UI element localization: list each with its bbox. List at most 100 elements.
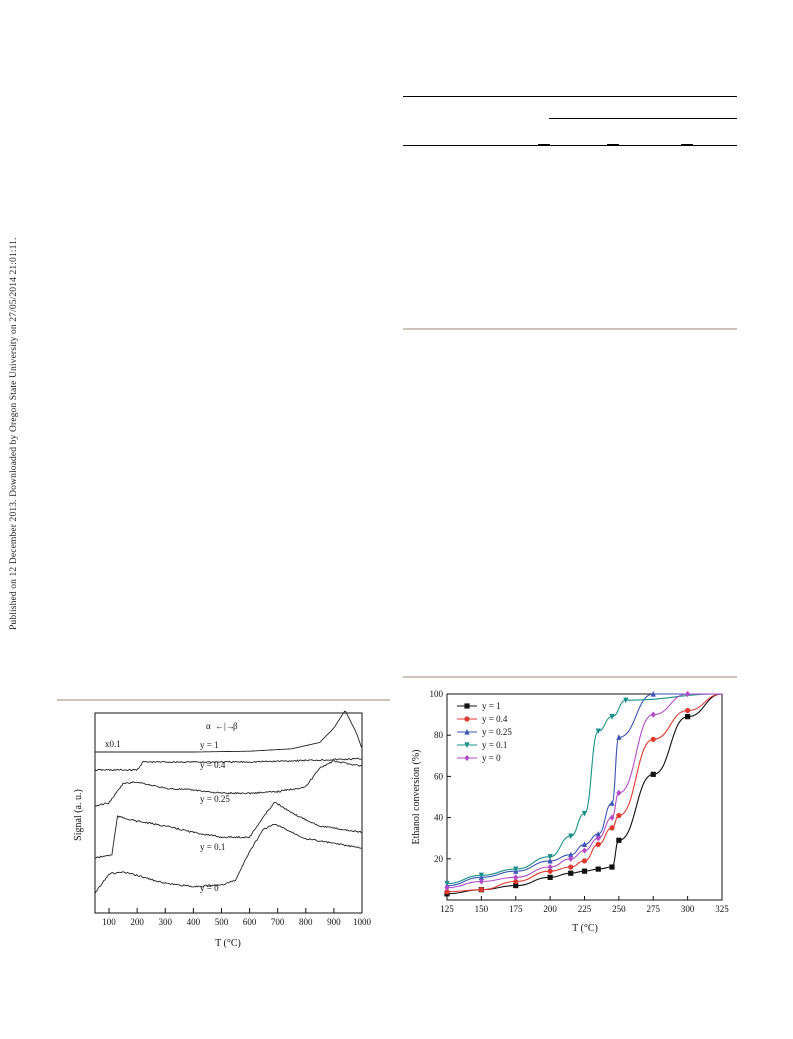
data-point [464,754,470,762]
data-point [513,878,519,885]
data-point [616,812,622,819]
table-bottom-rule [403,328,737,330]
x-tick-label: 1000 [353,917,372,927]
data-point [568,851,574,858]
x-tick-label: 325 [715,904,729,914]
transition-arrow-icon: ←|→ [215,721,235,731]
table-col-mark [681,144,693,146]
data-point [616,734,622,740]
data-point [513,866,519,873]
x-tick-label: 300 [681,904,695,914]
data-point [547,857,553,864]
x-tick-label: 150 [475,904,489,914]
data-point [547,863,553,871]
data-point [581,847,588,854]
x-tick-label: 900 [327,917,341,927]
data-point [581,858,588,864]
x-tick-label: 400 [187,917,201,927]
tpd-curve [94,801,362,859]
x-tick-label: 275 [647,904,661,914]
x-tick-label: 225 [578,904,592,914]
conversion-figure: Ethanol conversion (%) T (°C) 125 150 175 2… [411,689,729,934]
y-tick-label: 100 [430,689,444,699]
x-tick-label: 200 [130,917,144,927]
x-tick-label: 200 [543,904,557,914]
data-point [464,703,470,709]
x-tick-label: 125 [440,904,454,914]
data-point [547,868,553,874]
legend-label: y = 0.25 [482,727,512,737]
x-tick-label: 175 [509,904,523,914]
tpd-curve [94,757,362,772]
data-point [650,736,656,742]
data-point [595,841,601,847]
data-point [595,830,601,837]
data-point [568,864,574,870]
legend-label: y = 1 [482,701,501,711]
data-point [444,889,450,895]
data-point [609,714,615,720]
y-axis-label: Signal (a. u.) [73,789,84,841]
y-axis-label: Ethanol conversion (%) [411,750,422,845]
data-point [444,884,450,891]
x-tick-label: 250 [612,904,626,914]
data-point [616,789,622,796]
publication-note-text: Published on 12 December 2013. Downloade… [8,237,19,630]
table-top-rule [403,96,737,97]
data-point [581,810,588,817]
x-tick-label: 800 [299,917,313,927]
data-point [444,880,450,887]
data-point [581,868,588,874]
fit-curve [446,693,723,885]
publication-note: Published on 12 December 2013. Downloade… [6,180,20,630]
data-point [464,742,470,749]
data-point [595,866,601,872]
data-point [595,835,601,842]
x-tick-label: 100 [102,917,116,927]
curve-label: y = 0.4 [200,760,226,770]
x-axis-label: T (°C) [215,938,241,949]
x-axis-label: T (°C) [572,923,598,934]
data-point [609,864,615,870]
scale-factor-label: x0.1 [105,739,121,749]
data-point [464,716,470,722]
tpd-curve [94,760,362,807]
x-tick-label: 500 [215,917,229,927]
data-point [547,854,553,860]
alpha-label: α [206,721,211,731]
data-point [568,870,574,876]
data-point [650,771,656,777]
table-header-rule [403,145,737,146]
data-point [581,841,588,847]
data-point [685,714,691,720]
data-point [547,874,553,880]
data-point [650,690,656,697]
x-tick-label: 600 [243,917,257,927]
data-point [464,728,470,735]
data-point [685,690,691,698]
legend-label: y = 0.1 [482,740,507,750]
y-tick-label: 60 [434,771,444,781]
tpd-curve [94,823,362,894]
data-point [568,855,574,862]
figure-right-top-rule [403,676,737,678]
tpd-figure: Signal (a. u.) T (°C) x0.1 α ←|→ β 100 20… [73,710,372,949]
legend-label: y = 0.4 [482,714,508,724]
data-point [568,833,574,840]
data-point [478,887,484,893]
data-point [513,874,519,881]
data-point [685,707,691,714]
curve-label: y = 0.25 [200,794,230,804]
table-group-rule [549,118,737,119]
data-point [609,825,615,831]
x-tick-label: 700 [271,917,285,927]
data-point [478,878,484,885]
data-point [478,872,484,879]
beta-label: β [233,721,238,731]
curve-label: y = 0 [200,883,219,893]
data-point [623,697,629,704]
y-tick-label: 80 [434,730,444,740]
data-point [650,711,656,718]
y-tick-label: 20 [434,854,444,864]
tpd-curve [95,710,362,753]
